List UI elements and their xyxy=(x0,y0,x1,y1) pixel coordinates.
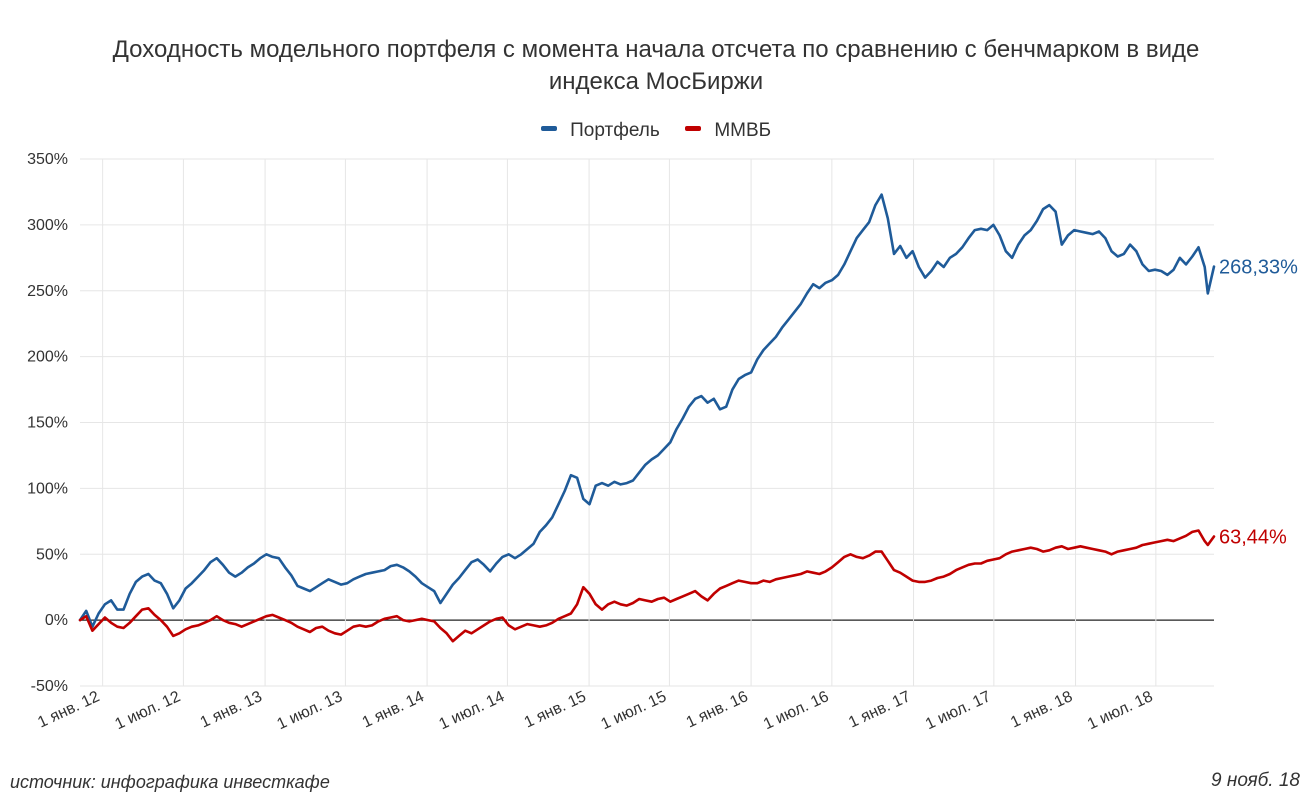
x-tick-label: 1 янв. 17 xyxy=(846,688,913,731)
date-note: 9 нояб. 18 xyxy=(1211,770,1300,791)
x-axis: 1 янв. 12 1 июл. 12 1 янв. 13 1 июл. 13 1 ян… xyxy=(35,688,1155,733)
legend-label-mmvb: ММВБ xyxy=(714,120,772,141)
y-tick-label: 250% xyxy=(27,283,68,300)
series-line-portfolio xyxy=(78,193,1216,629)
end-label-portfolio: 268,33% xyxy=(1219,257,1298,279)
x-tick-label: 1 июл. 14 xyxy=(437,688,508,733)
end-labels: 268,33% 63,44% xyxy=(1219,257,1298,549)
legend-item-mmvb[interactable]: ММВБ xyxy=(685,120,771,142)
series-line-mmvb xyxy=(78,529,1216,643)
x-tick-label: 1 янв. 16 xyxy=(684,688,751,731)
chart-title-line-1: Доходность модельного портфеля с момента… xyxy=(112,36,1200,63)
legend-swatch-portfolio xyxy=(540,126,557,132)
x-tick-label: 1 июл. 16 xyxy=(761,688,832,733)
end-label-mmvb: 63,44% xyxy=(1219,527,1287,549)
y-tick-label: 50% xyxy=(36,546,68,563)
legend-label-portfolio: Портфель xyxy=(570,120,660,141)
legend-swatch-mmvb xyxy=(685,126,702,132)
x-tick-label: 1 янв. 14 xyxy=(360,688,427,731)
y-tick-label: 200% xyxy=(27,349,68,366)
y-tick-label: 300% xyxy=(27,217,68,234)
y-tick-label: 150% xyxy=(27,415,68,432)
y-tick-label: -50% xyxy=(31,678,68,695)
chart-title: Доходность модельного портфеля с момента… xyxy=(0,34,1312,98)
x-tick-label: 1 янв. 13 xyxy=(198,688,265,731)
series xyxy=(78,193,1216,643)
x-tick-label: 1 июл. 18 xyxy=(1085,688,1156,733)
x-tick-label: 1 июл. 12 xyxy=(113,688,184,733)
chart-legend: Портфель ММВБ xyxy=(0,120,1312,142)
y-axis: -50% 0% 50% 100% 150% 200% 250% 300% 350% xyxy=(27,151,68,695)
source-note: источник: инфографика инвесткафе xyxy=(10,772,330,792)
legend-item-portfolio[interactable]: Портфель xyxy=(540,120,660,142)
x-tick-label: 1 янв. 15 xyxy=(522,688,589,731)
y-tick-label: 0% xyxy=(45,612,68,629)
chart-title-line-2: индекса МосБиржи xyxy=(548,68,764,95)
x-tick-label: 1 июл. 17 xyxy=(923,688,994,733)
y-tick-label: 100% xyxy=(27,480,68,497)
x-tick-label: 1 июл. 13 xyxy=(275,688,346,733)
y-tick-label: 350% xyxy=(27,151,68,168)
x-tick-label: 1 июл. 15 xyxy=(599,688,670,733)
grid xyxy=(80,158,1214,687)
x-tick-label: 1 янв. 18 xyxy=(1008,688,1075,731)
